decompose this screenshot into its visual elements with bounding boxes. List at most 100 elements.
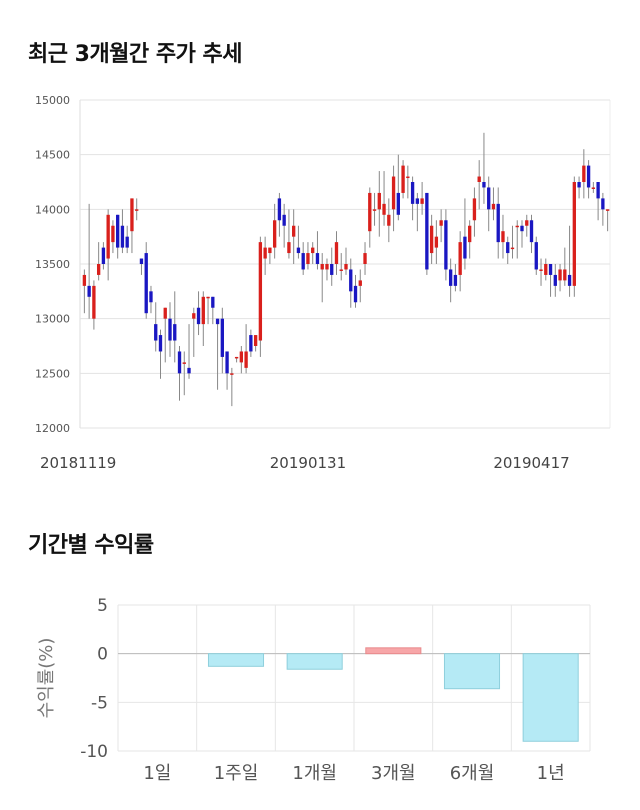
returns-bar: [207, 653, 265, 667]
candle: [154, 302, 158, 352]
candle-body: [444, 220, 448, 270]
candle-body: [463, 236, 467, 259]
returns-y-tick-label: 0: [97, 645, 108, 665]
candle-body: [425, 192, 429, 270]
candle-body: [106, 214, 110, 259]
candle-body: [87, 285, 91, 297]
candle-body: [368, 192, 372, 232]
candle: [192, 307, 196, 357]
candle-body: [311, 247, 315, 254]
candle-body: [525, 220, 529, 226]
candle: [311, 242, 315, 264]
candle: [249, 329, 253, 357]
candle: [344, 247, 348, 275]
candle: [277, 192, 282, 237]
candle-body: [258, 242, 263, 341]
candle-body: [135, 209, 139, 211]
returns-grid: [117, 604, 591, 752]
candle: [548, 264, 553, 297]
candle: [410, 176, 415, 221]
candle-body: [263, 247, 267, 259]
candle: [158, 329, 163, 379]
candle-body: [149, 291, 153, 303]
candle-body: [553, 274, 557, 286]
candle: [401, 160, 405, 199]
candle-body: [406, 176, 410, 179]
candle-body: [177, 351, 182, 374]
candle: [320, 253, 324, 303]
candle: [173, 291, 177, 363]
candle: [230, 367, 234, 407]
candle-body: [482, 182, 486, 188]
returns-bar: [522, 653, 579, 742]
candle: [334, 231, 339, 275]
candle-body: [601, 198, 605, 210]
candle-body: [196, 307, 201, 325]
candle-body: [230, 373, 234, 375]
candle: [244, 324, 248, 374]
returns-category-label: 1년: [537, 763, 565, 784]
candle-body: [277, 198, 282, 221]
returns-y-tick-label: -5: [91, 693, 108, 713]
candle: [420, 182, 424, 215]
candle-body: [249, 335, 253, 352]
candle: [177, 346, 182, 401]
candle: [187, 324, 191, 379]
candle: [211, 296, 215, 325]
candle-body: [453, 274, 458, 286]
candle: [144, 242, 148, 319]
candle-body: [253, 335, 258, 346]
candle-body: [301, 253, 305, 270]
candle-body: [506, 242, 510, 254]
returns-y-tick-label: 5: [97, 596, 108, 616]
candle-body: [377, 192, 381, 210]
candle: [544, 258, 548, 281]
candle: [139, 258, 144, 275]
candle-body: [434, 236, 439, 248]
candlestick-x-ticks: 20181119 20190131 20190417: [40, 454, 570, 472]
candle: [287, 209, 291, 259]
candle: [315, 231, 320, 270]
candle-body: [282, 214, 286, 226]
candlestick-x-tick-label: 20181119: [40, 454, 116, 472]
candle: [101, 242, 106, 270]
candle: [506, 236, 510, 264]
returns-y-axis-label: 수익률(%): [36, 638, 57, 719]
returns-bar: [286, 653, 343, 670]
candle: [596, 182, 600, 221]
candle-body: [496, 203, 500, 243]
candle-body: [92, 285, 96, 319]
candle: [182, 351, 186, 396]
candle: [453, 264, 458, 292]
candlestick-y-tick-label: 12500: [35, 367, 70, 380]
candle-body: [477, 176, 481, 182]
candle-body: [358, 280, 362, 286]
candle-body: [344, 264, 348, 270]
candle: [434, 220, 439, 264]
candle: [558, 264, 562, 292]
candle: [396, 154, 400, 221]
returns-x-ticks: 1일 1주일 1개월 3개월 6개월 1년: [143, 763, 564, 784]
candle: [353, 274, 358, 308]
candle: [135, 198, 139, 221]
candle-body: [563, 269, 567, 281]
candle-body: [220, 318, 224, 357]
candle: [605, 209, 610, 232]
candle-body: [387, 214, 391, 226]
candle-body: [120, 225, 125, 248]
returns-category-label: 1개월: [292, 763, 337, 784]
candle: [125, 225, 129, 254]
returns-category-label: 6개월: [450, 763, 495, 784]
candle-body: [244, 351, 248, 368]
candle: [330, 247, 334, 286]
candle-body: [605, 209, 610, 211]
candlestick-x-tick-label: 20190417: [493, 454, 569, 472]
candlestick-y-tick-label: 13500: [35, 258, 70, 271]
candle-body: [487, 187, 491, 210]
candle-body: [111, 225, 115, 243]
candle-body: [529, 220, 534, 243]
candle-body: [192, 313, 196, 319]
candle: [496, 187, 500, 259]
candle: [487, 176, 491, 232]
candle: [577, 176, 581, 199]
